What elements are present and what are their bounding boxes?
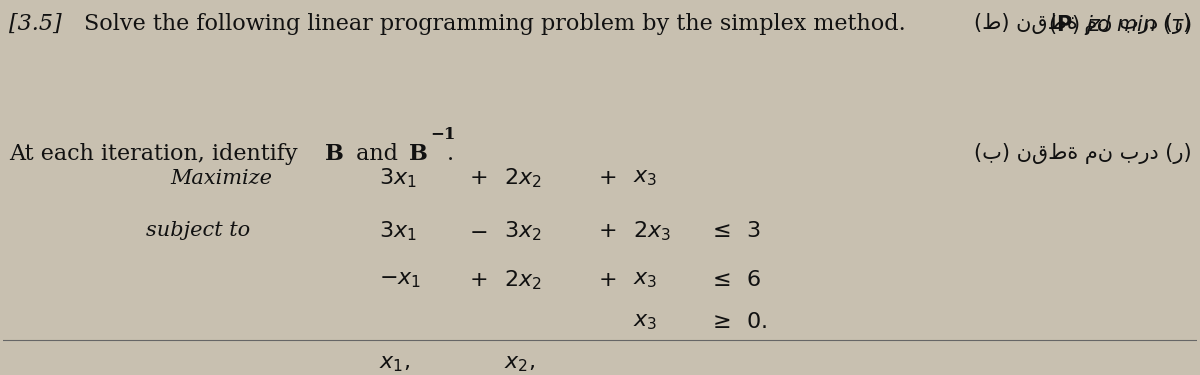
Text: and: and [349,143,406,165]
Text: $+$: $+$ [469,168,487,188]
Text: $+$: $+$ [598,270,616,290]
Text: $\leq$: $\leq$ [708,270,730,290]
Text: subject to: subject to [146,221,251,240]
Text: $x_1,$: $x_1,$ [379,354,410,374]
Text: $6$: $6$ [745,270,761,290]
Text: $\geq$: $\geq$ [708,312,730,332]
Text: $x_2,$: $x_2,$ [504,354,535,374]
Text: −1: −1 [431,126,456,142]
Text: (ط) نقطة من برد (ر): (ط) نقطة من برد (ر) [974,13,1192,34]
Text: $(\mathbf{P})\ \mathit{j}\!\mathit{z}\!\mathit{d}\ \mathit{min}\ (\tau)$: $(\mathbf{P})\ \mathit{j}\!\mathit{z}\!\… [1048,13,1192,37]
Text: $2x_3$: $2x_3$ [634,219,671,243]
Text: $2x_2$: $2x_2$ [504,166,542,190]
Text: B: B [409,143,427,165]
Text: $3$: $3$ [745,221,760,241]
Text: $+$: $+$ [598,168,616,188]
Text: $x_3$: $x_3$ [634,270,658,290]
Text: $3x_1$: $3x_1$ [379,166,416,190]
Text: $x_3$: $x_3$ [634,312,658,332]
Text: $+$: $+$ [598,221,616,241]
Text: $2x_2$: $2x_2$ [504,268,542,292]
Text: $0.$: $0.$ [745,312,767,332]
Text: $+$: $+$ [469,270,487,290]
Text: B: B [325,143,344,165]
Text: $-$: $-$ [469,221,487,241]
Text: $x_3$: $x_3$ [634,168,658,188]
Text: $\leq$: $\leq$ [708,221,730,241]
Text: $3x_1$: $3x_1$ [379,219,416,243]
Text: $-x_1$: $-x_1$ [379,270,421,290]
Text: Maximize: Maximize [170,169,272,188]
Text: $3x_2$: $3x_2$ [504,219,542,243]
Text: (ب) نقطة من برد (ر): (ب) نقطة من برد (ر) [973,143,1192,164]
Text: At each iteration, identify: At each iteration, identify [8,143,305,165]
Text: Solve the following linear programming problem by the simplex method.: Solve the following linear programming p… [84,13,906,35]
Text: [3.5]: [3.5] [8,13,61,35]
Text: .: . [448,143,455,165]
